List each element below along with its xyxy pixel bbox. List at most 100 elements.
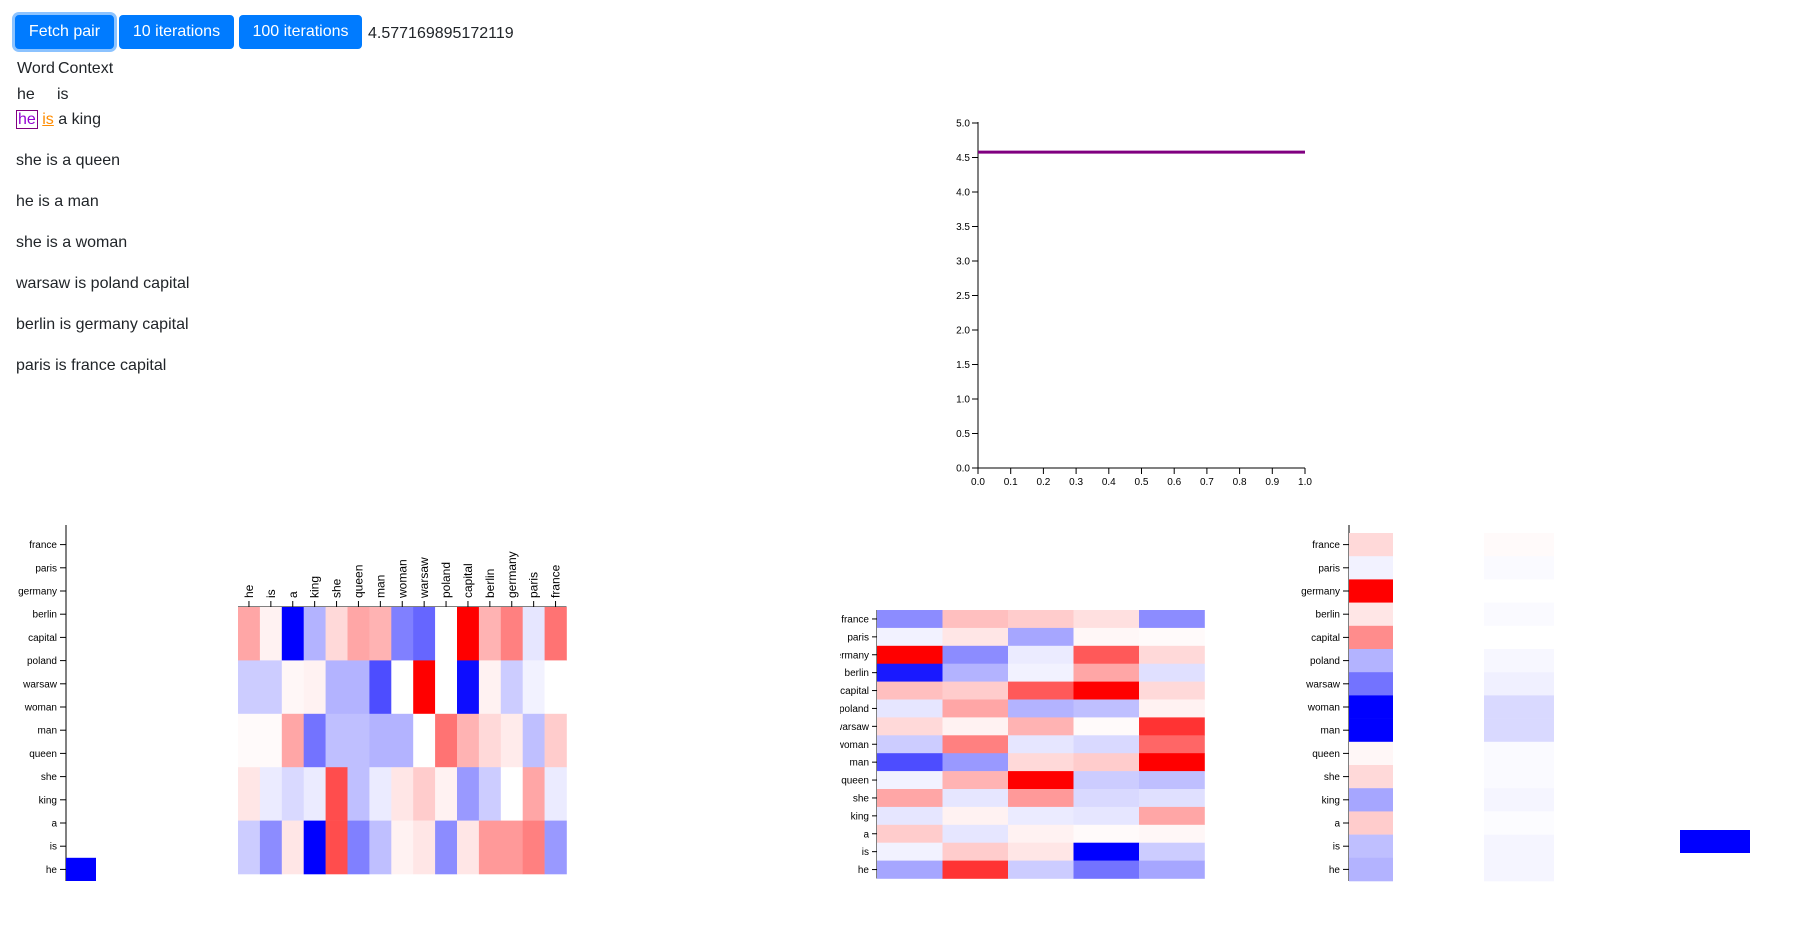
corpus-sentence: paris is france capital	[16, 357, 167, 374]
heatmap-cell	[942, 735, 1009, 754]
heatmap-cell	[1139, 771, 1205, 790]
heatmap-cell	[369, 713, 392, 768]
heatmap-cell	[391, 713, 414, 768]
heatmap-cell	[259, 713, 283, 768]
y-tick-label: 2.5	[956, 291, 970, 302]
heatmap-cell	[500, 767, 523, 821]
output-cell	[1349, 718, 1393, 743]
heatmap-cell	[877, 860, 943, 879]
softmax-cell	[1484, 533, 1554, 557]
word-header: Word	[17, 60, 55, 77]
output-cell	[1349, 741, 1393, 766]
heatmap-cell	[1008, 824, 1074, 843]
row-label: is	[1333, 842, 1340, 853]
heatmap-cell	[1139, 663, 1205, 682]
row-label: he	[46, 865, 58, 876]
heatmap-cell	[457, 767, 480, 821]
output-cell	[1349, 579, 1393, 603]
heatmap-cell	[942, 842, 1009, 861]
heatmap-cell	[942, 627, 1009, 647]
row-label: paris	[35, 563, 57, 574]
x-tick-label: 0.6	[1167, 477, 1181, 488]
column-label: warsaw	[417, 557, 431, 599]
heatmap-cell	[500, 660, 523, 715]
heatmap-cell	[391, 660, 414, 715]
row-label: berlin	[33, 610, 57, 621]
heatmap-cell	[1139, 717, 1205, 736]
fetch-pair-button[interactable]: Fetch pair	[15, 15, 114, 49]
row-label: king	[851, 811, 869, 822]
heatmap-cell	[1008, 610, 1074, 629]
heatmap-cell	[1139, 824, 1205, 843]
heatmap-cell	[238, 713, 261, 768]
column-label: france	[549, 564, 563, 598]
softmax-cell	[1484, 579, 1554, 603]
heatmap-cell	[1139, 681, 1205, 700]
softmax-cell	[1484, 556, 1554, 580]
x-tick-label: 0.0	[971, 477, 985, 488]
row-label: woman	[840, 740, 869, 751]
heatmap-cell	[877, 842, 943, 861]
current-word: he	[17, 86, 35, 103]
heatmap-cell	[942, 699, 1009, 718]
softmax-cell	[1484, 602, 1554, 627]
softmax-cell	[1484, 834, 1554, 859]
heatmap-cell	[1139, 753, 1205, 772]
x-tick-label: 0.9	[1265, 477, 1279, 488]
heatmap-cell	[1139, 806, 1205, 826]
row-label: man	[38, 726, 57, 737]
heatmap-cell	[1139, 842, 1205, 861]
heatmap-cell	[413, 820, 436, 875]
heatmap-cell	[1073, 806, 1140, 826]
heatmap-cell	[325, 607, 348, 661]
heatmap-cell	[303, 607, 326, 661]
corpus-sentence: he is a man	[16, 193, 99, 210]
heatmap-cell	[1008, 663, 1074, 682]
ten-iterations-button[interactable]: 10 iterations	[119, 15, 234, 49]
heatmap-cell	[1073, 824, 1140, 843]
highlighted-word: he	[16, 110, 38, 129]
output-cell	[1349, 625, 1393, 650]
softmax-cell	[1484, 741, 1554, 766]
column-label: he	[242, 584, 256, 598]
heatmap-cell	[522, 820, 545, 875]
heatmap-cell	[1008, 771, 1074, 790]
heatmap-cell	[478, 607, 502, 661]
output-cell	[1349, 602, 1393, 627]
heatmap-cell	[435, 607, 458, 661]
heatmap-cell	[457, 607, 480, 661]
heatmap-cell	[500, 607, 523, 661]
heatmap-cell	[942, 681, 1009, 700]
output-cell	[1349, 834, 1393, 859]
output-cell	[1349, 533, 1393, 557]
x-tick-label: 0.4	[1102, 477, 1116, 488]
heatmap-cell	[1073, 842, 1140, 861]
row-label: is	[50, 842, 57, 853]
heatmap-cell	[1073, 627, 1140, 647]
sentence-rest: a king	[58, 111, 101, 128]
heatmap-cell	[942, 717, 1009, 736]
heatmap-cell	[1139, 645, 1205, 664]
heatmap-cell	[369, 660, 392, 715]
heatmap-cell	[347, 713, 370, 768]
row-label: capital	[1311, 633, 1340, 644]
heatmap-cell	[942, 789, 1009, 808]
row-label: king	[1322, 795, 1340, 806]
heatmap-cell	[877, 753, 943, 772]
softmax-cell	[1484, 857, 1554, 882]
heatmap-cell	[544, 713, 567, 768]
row-label: a	[51, 819, 57, 830]
row-label: man	[850, 758, 869, 769]
output-cell	[1349, 788, 1393, 812]
row-label: capital	[840, 686, 869, 697]
y-tick-label: 4.0	[956, 188, 970, 199]
heatmap-cell	[238, 607, 261, 661]
heatmap-cell	[435, 767, 458, 821]
column-label: berlin	[483, 569, 497, 598]
hundred-iterations-button[interactable]: 100 iterations	[239, 15, 362, 49]
heatmap-cell	[942, 806, 1009, 826]
input-weights-heatmap: he is a king she queen man woman warsaw poland cap…	[238, 551, 567, 875]
heatmap-cell	[238, 767, 261, 821]
heatmap-cell	[877, 627, 943, 647]
row-label: berlin	[845, 668, 869, 679]
